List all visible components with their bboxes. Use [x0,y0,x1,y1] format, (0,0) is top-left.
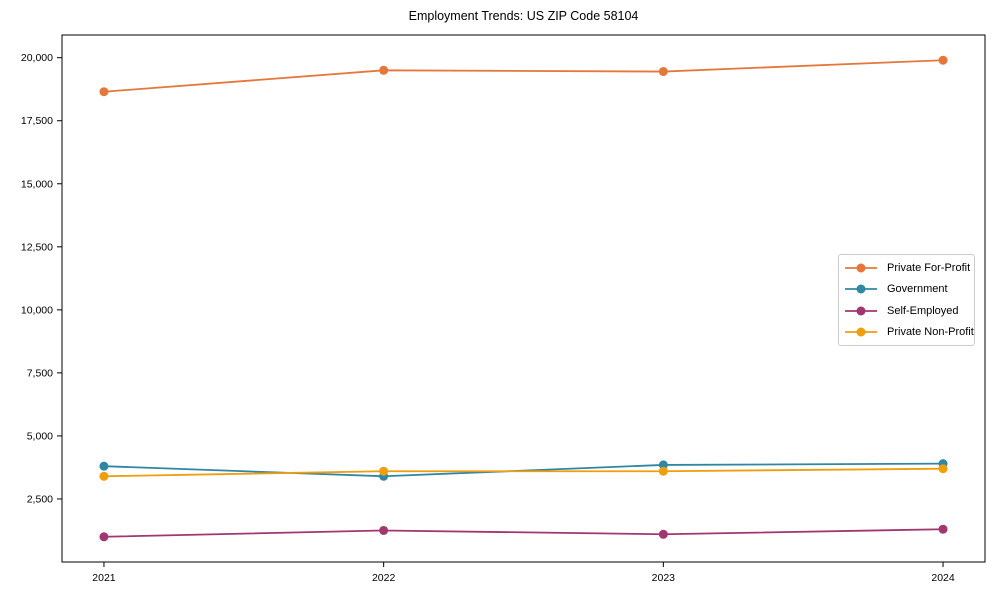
series-private-for-profit [99,55,948,97]
legend: Private For-Profit Government Self-Emplo… [838,254,975,346]
series-line [103,59,944,93]
legend-item-self-employed: Self-Employed [843,300,971,322]
series-marker [938,55,948,65]
x-axis: 2021 2022 2023 2024 [92,562,955,584]
series-marker [658,529,668,539]
y-tick-label: 10,000 [21,304,53,316]
series-marker [99,532,109,542]
series-self-employed [99,524,948,542]
series-marker [938,464,948,474]
x-tick-label: 2022 [372,572,396,584]
legend-label: Self-Employed [887,304,959,317]
y-tick-label: 5,000 [27,430,53,442]
x-tick-label: 2021 [92,572,116,584]
series-marker [99,87,109,97]
series-marker [938,524,948,534]
series-marker [379,525,389,535]
y-tick-label: 12,500 [21,241,53,253]
series-private-non-profit [99,464,948,481]
legend-label: Private For-Profit [887,261,971,274]
series-marker [658,67,668,77]
legend-marker-icon [844,262,878,274]
y-tick-label: 15,000 [21,178,53,190]
x-tick-label: 2023 [652,572,676,584]
chart-title: Employment Trends: US ZIP Code 58104 [408,9,639,23]
legend-item-private-non-profit: Private Non-Profit [843,322,974,344]
legend-item-private-for-profit: Private For-Profit [843,257,971,279]
series-marker [658,466,668,476]
series-line [103,467,944,478]
series-marker [379,466,389,476]
y-tick-label: 17,500 [21,115,53,127]
series-marker [379,65,389,75]
legend-label: Private Non-Profit [887,326,974,339]
y-tick-label: 20,000 [21,52,53,64]
y-tick-label: 7,500 [27,367,53,379]
series-marker [99,471,109,481]
legend-label: Government [887,283,948,296]
x-tick-label: 2024 [931,572,955,584]
y-axis: 2,500 5,000 7,500 10,000 12,500 15,000 17,500 2… [21,52,62,505]
legend-marker-icon [844,326,878,338]
legend-marker-icon [844,283,878,295]
plot-border [61,34,986,563]
series-marker [658,460,668,470]
legend-marker-icon [844,305,878,317]
series-marker [99,461,109,471]
y-tick-label: 2,500 [27,493,53,505]
legend-item-government: Government [843,279,971,301]
series-line [103,528,944,538]
